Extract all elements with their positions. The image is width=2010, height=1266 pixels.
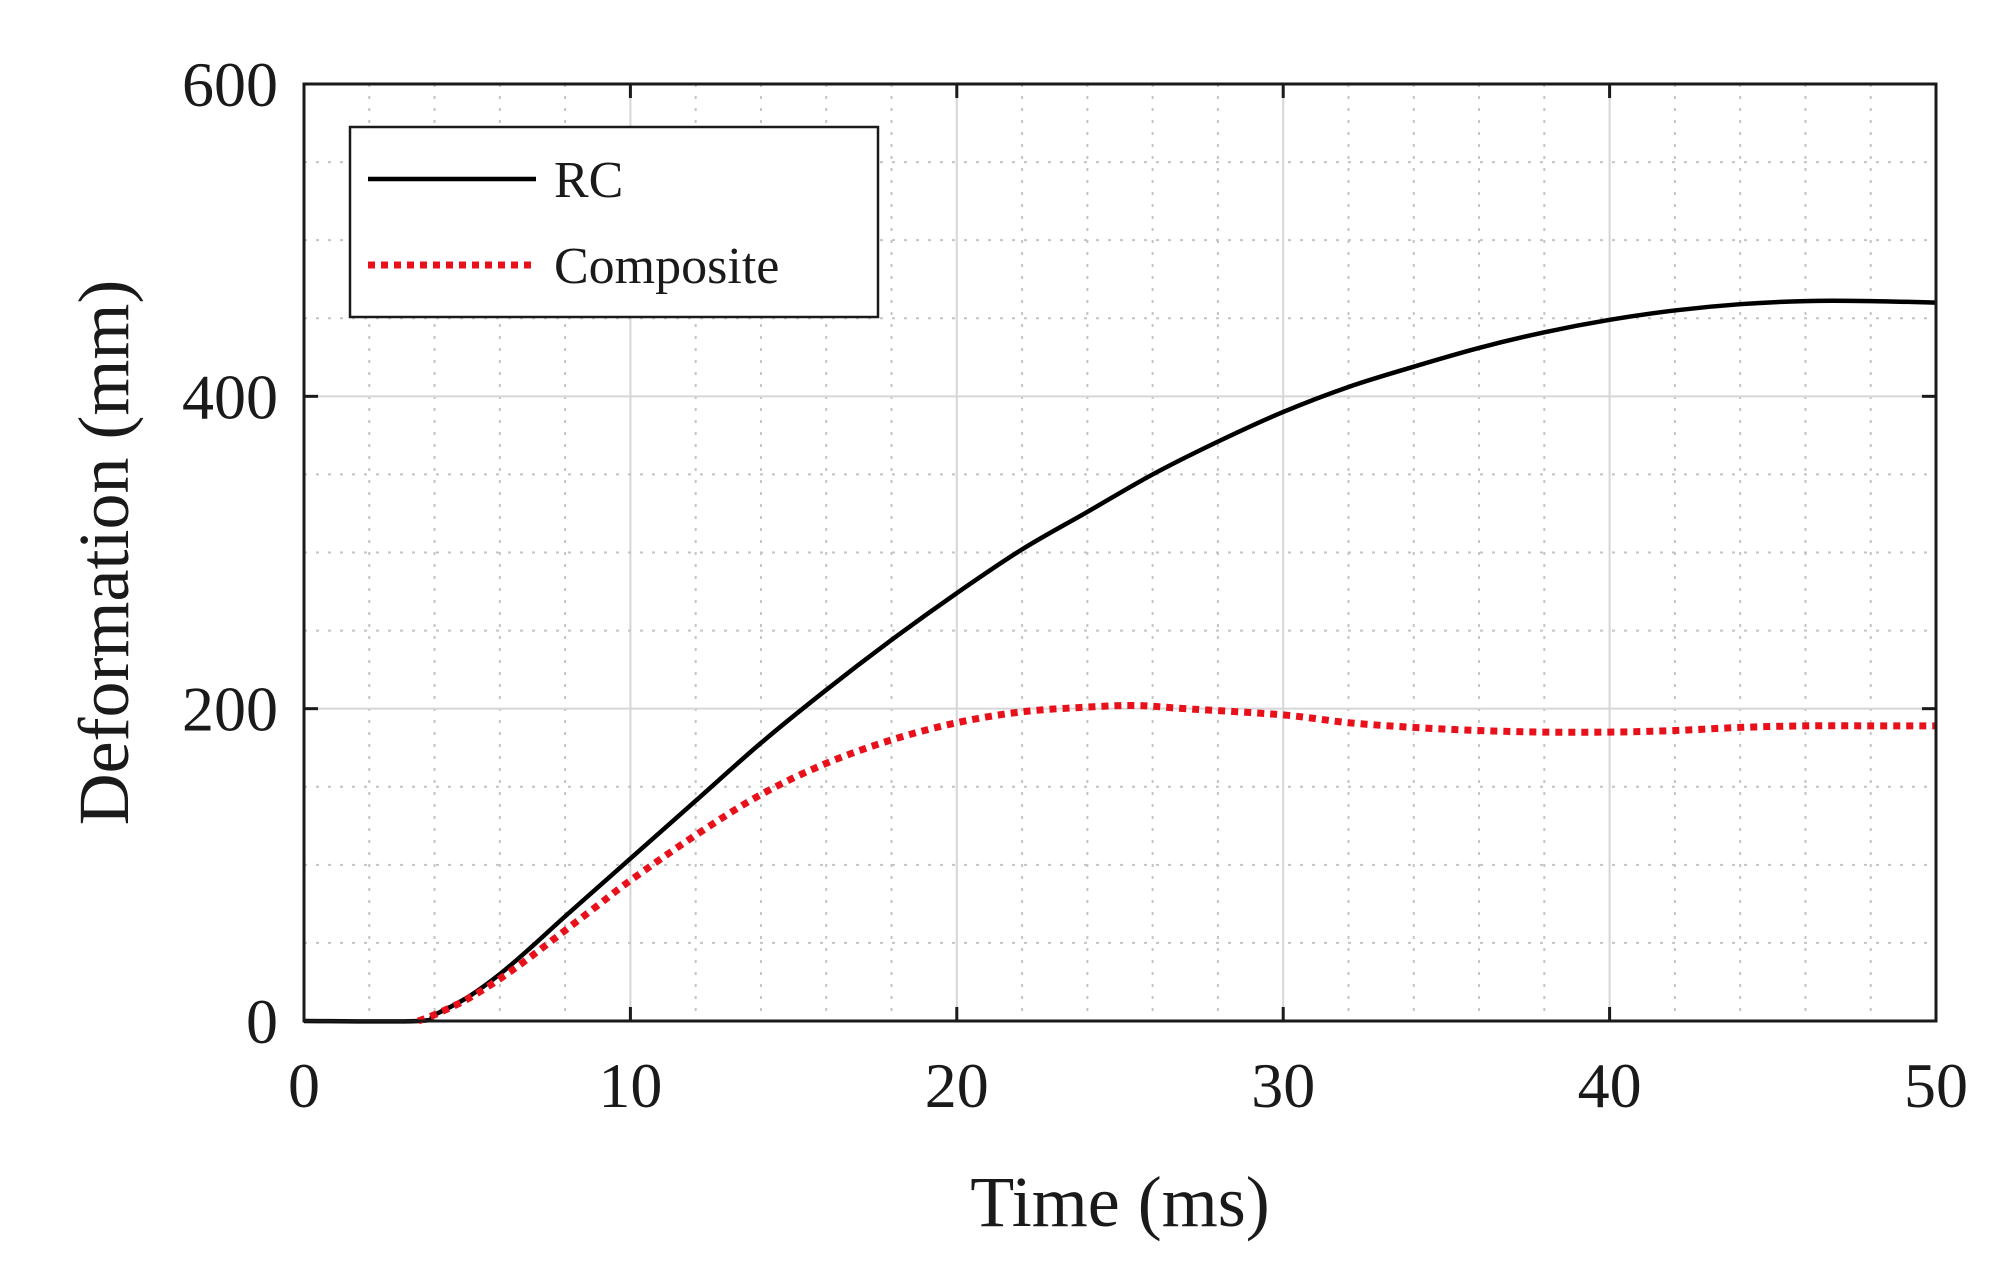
y-tick-label: 400 <box>182 361 278 432</box>
x-tick-label: 40 <box>1578 1050 1642 1121</box>
series-line-composite <box>416 701 1936 1025</box>
ticks: 0 10 20 30 40 50 0 200 400 600 <box>182 49 1968 1121</box>
y-axis-label: Deformation (mm) <box>64 280 144 826</box>
x-tick-label: 10 <box>598 1050 662 1121</box>
x-tick-label: 20 <box>925 1050 989 1121</box>
y-tick-label: 200 <box>182 674 278 745</box>
legend-label-rc: RC <box>554 152 623 209</box>
series-line-rc <box>303 298 1937 1024</box>
legend-label-composite: Composite <box>554 238 779 295</box>
series-layer <box>303 298 1937 1025</box>
x-tick-label: 50 <box>1904 1050 1968 1121</box>
x-tick-label: 0 <box>288 1050 320 1121</box>
y-tick-label: 600 <box>182 49 278 120</box>
legend-box <box>348 125 880 319</box>
legend: RC Composite <box>348 125 880 319</box>
x-axis-label: Time (ms) <box>970 1162 1269 1242</box>
plot-frame <box>302 82 1938 1023</box>
x-tick-label: 30 <box>1251 1050 1315 1121</box>
y-tick-label: 0 <box>246 986 278 1057</box>
